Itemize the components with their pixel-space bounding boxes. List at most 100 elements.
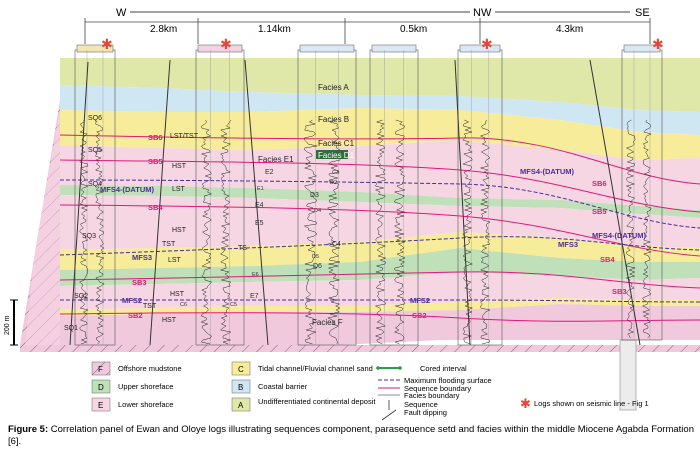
facies-label-c1: Facies C1 [318,139,355,148]
legend-label-d: Upper shoreface [118,382,173,391]
band-facies-e-mid [60,195,700,250]
fault-symbol [381,409,397,421]
mfs4-label: MFS4-(DATUM) [100,185,155,194]
tract-label: TST [143,303,157,310]
band-facies-b [60,85,700,135]
legend-swatch-b [231,379,251,394]
legend-sb: Sequence boundary [404,384,471,393]
star-icon: ✱ [101,37,113,53]
facies-d1-box [316,150,348,159]
legend-swatch-a [231,397,251,412]
band-facies-f-hatch [20,345,700,352]
mfs3-line [59,236,700,256]
legend-label-a: Undifferentiated continental deposit [258,397,376,406]
faults [69,59,641,346]
tract-label: TST [162,241,176,248]
sequence-column: SQ6 SQ5 SQ4 SQ3 SQ2 SQ1 [64,115,102,332]
sub-label: C4 [332,241,341,248]
sb4-right-label: SB4 [600,255,615,264]
fault-5 [589,59,641,346]
log-trace [94,119,105,345]
facies-label-f: Facies F [312,318,343,327]
mfs3-label: MFS3 [132,253,152,262]
sq-label: SQ4 [88,181,102,188]
left-wedge-fill [25,110,60,345]
well-header [299,44,355,53]
fault-2 [149,59,171,346]
sub-label: D5 [312,254,319,260]
legend-cored: Cored interval [420,364,467,373]
well-logs [74,44,663,346]
mfs4-line [59,179,700,229]
legend-code-b: B [238,383,243,392]
sub-label: E4 [255,202,264,209]
sub-label: D2 [330,180,337,186]
legend-swatch-c [231,361,251,376]
sb2-label: SB2 [128,311,143,320]
facies-bands [20,58,700,352]
log-trace [78,119,89,345]
legend-label-b: Coastal barrier [258,382,308,391]
tract-label: LST [168,257,182,264]
legend-fault: Fault dipping [404,408,447,417]
sub-label: D6 [313,263,322,270]
legend-label-c: Tidal channel/Fluvial channel sand [258,364,373,373]
sub-label: C5 [230,302,237,308]
scale-bar: 200 m [4,299,18,346]
sq-label: SQ5 [88,147,102,154]
legend-facies-boundary: Facies boundary [404,391,460,400]
facies-label-a: Facies A [318,83,349,92]
band-facies-a [60,58,700,112]
facies-label-e1: Facies E1 [258,155,294,164]
caption-bold: Figure 5: [8,424,49,435]
systems-tracts: LST/TST HST LST HST TST LST HST TST HST … [143,133,247,324]
tract-label: LST [172,186,186,193]
well-header [76,44,114,53]
seismic-stars: ✱ ✱ ✱ ✱ [101,37,664,53]
legend-code-c: C [238,365,244,374]
sb6-label: SB6 [148,133,163,142]
sub-facies-labels: E2 D3 E4 E5 C4 D6 E7 E1 D2 C3 D4 D5 E6 C… [180,169,341,308]
surface-labels-right: MFS4-(DATUM) SB6 SB5 MFS4-(DATUM) MFS3 S… [520,167,647,296]
mfs3-right-label: MFS3 [558,240,578,249]
band-facies-c-upper [60,108,700,160]
tract-label: HST [172,227,187,234]
distance-4: 4.3km [556,24,583,35]
sub-label: D3 [310,192,319,199]
well-header [459,44,501,53]
legend-code-f: F [98,365,103,374]
legend-mfs: Maximum flooding surface [404,376,492,385]
band-facies-d-mid [60,185,700,218]
sb5-label: SB5 [148,157,163,166]
fault-4 [454,59,471,346]
dir-se: SE [635,7,650,19]
figure-caption: Figure 5: Correlation panel of Ewan and … [8,424,696,448]
log-trace [479,119,491,345]
mfs4-right-label: MFS4-(DATUM) [520,167,575,176]
sb3-right-label: SB3 [612,287,627,296]
tract-label: HST [170,291,185,298]
sub-label: E2 [265,169,274,176]
log-trace [219,119,232,345]
mfs2-mid-label: MFS2 [410,296,430,305]
log-trace [374,119,387,345]
sb6-right-label: SB6 [592,179,607,188]
legend-star-note: Logs shown on seismic line - Fig 1 [534,399,649,408]
legend-swatch-e [91,397,111,412]
facies-label-d1: Facies D1 [318,151,355,160]
fault-3 [244,59,269,346]
sq-label: SQ1 [64,325,78,332]
sq-label: SQ6 [88,115,102,122]
legend-swatch-d [91,379,111,394]
surface-lines [59,134,700,322]
sb2-line [59,312,700,322]
scale-bar-label: 200 m [4,315,11,335]
log-trace [625,119,636,339]
sub-label: E1 [257,186,264,192]
caption-text: Correlation panel of Ewan and Oloye logs… [8,424,694,447]
surface-labels-left: SB6 SB5 MFS4-(DATUM) SB4 MFS3 SB3 MFS2 S… [100,133,163,320]
sb3-line [59,271,700,289]
legend-label-f: Offshore mudstone [118,364,182,373]
log-trace [200,119,213,345]
distance-3: 0.5km [400,24,427,35]
